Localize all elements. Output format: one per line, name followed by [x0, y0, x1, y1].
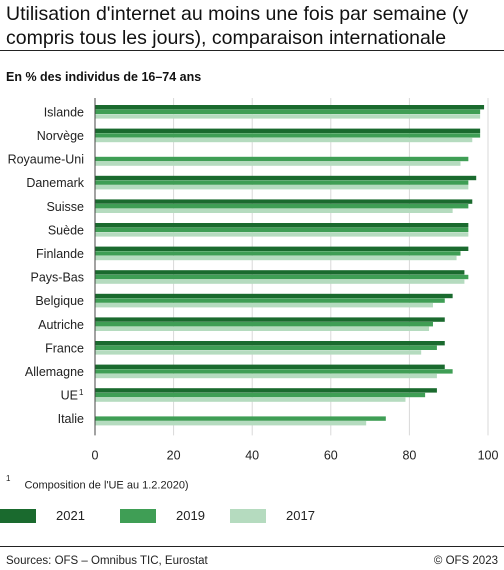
legend-label-2017: 2017: [286, 508, 315, 523]
bar-belgique-2017: [95, 303, 433, 308]
bar-autriche-2017: [95, 326, 430, 331]
category-label-norv-ge: Norvège: [37, 129, 84, 143]
category-label-finlande: Finlande: [36, 247, 84, 261]
bar-italie-2019: [95, 416, 386, 421]
bar-norv-ge-2021: [95, 128, 481, 133]
category-label-autriche: Autriche: [38, 318, 84, 332]
category-label-france: France: [45, 341, 84, 355]
bar-su-de-2021: [95, 223, 469, 228]
bar-italie-2017: [95, 421, 367, 426]
bar-allemagne-2021: [95, 364, 445, 369]
bar-islande-2017: [95, 114, 481, 119]
x-tick-label-80: 80: [402, 448, 416, 462]
bar-france-2019: [95, 345, 437, 350]
x-tick-label-20: 20: [167, 448, 181, 462]
category-label-su-de: Suède: [48, 223, 84, 237]
bar-belgique-2019: [95, 298, 445, 303]
bar-danemark-2019: [95, 180, 469, 185]
bar-finlande-2019: [95, 251, 461, 256]
footnote-text: Composition de l'UE au 1.2.2020): [24, 479, 189, 492]
bar-su-de-2017: [95, 232, 469, 237]
bar-suisse-2017: [95, 208, 453, 213]
bar-royaume-uni-2019: [95, 156, 469, 162]
source-text: Sources: OFS – Omnibus TIC, Eurostat: [6, 555, 208, 567]
legend-item-2019: 2019: [120, 508, 205, 523]
legend-item-2017: 2017: [230, 508, 315, 523]
bar-ue-2017: [95, 397, 406, 402]
chart-subtitle: En % des individus de 16–74 ans: [6, 70, 202, 84]
bar-ue-2021: [95, 388, 437, 393]
legend-item-2021: 2021: [0, 508, 85, 523]
bar-pays-bas-2019: [95, 274, 469, 280]
bar-islande-2021: [95, 105, 485, 110]
category-superscript-ue: 1: [79, 388, 84, 397]
bar-ue-2019: [95, 392, 426, 398]
category-label-italie: Italie: [58, 412, 84, 426]
x-tick-label-40: 40: [245, 448, 259, 462]
footer-divider: [0, 546, 504, 547]
x-tick-label-60: 60: [324, 448, 338, 462]
bar-islande-2019: [95, 109, 481, 114]
bar-danemark-2021: [95, 175, 477, 181]
category-label-danemark: Danemark: [26, 176, 84, 190]
bar-suisse-2021: [95, 199, 473, 204]
bar-allemagne-2017: [95, 373, 437, 379]
bar-france-2017: [95, 350, 422, 355]
title-divider: [0, 50, 504, 51]
bar-france-2021: [95, 341, 445, 346]
x-tick-label-0: 0: [92, 448, 99, 462]
x-tick-label-100: 100: [478, 448, 499, 462]
legend-swatch-2017: [230, 508, 266, 523]
category-label-suisse: Suisse: [46, 200, 84, 214]
category-label-islande: Islande: [44, 105, 84, 119]
bar-danemark-2017: [95, 185, 469, 190]
footnote: 1 Composition de l'UE au 1.2.2020): [6, 474, 189, 492]
category-label-ue: UE: [61, 389, 78, 403]
bar-su-de-2019: [95, 227, 469, 232]
bar-autriche-2019: [95, 322, 433, 327]
category-label-royaume-uni: Royaume-Uni: [8, 153, 84, 167]
legend-swatch-2019: [120, 508, 156, 523]
bar-finlande-2021: [95, 246, 469, 251]
bar-finlande-2017: [95, 255, 457, 261]
bar-pays-bas-2017: [95, 279, 465, 284]
legend: 2021 2019 2017: [0, 508, 504, 530]
category-label-pays-bas: Pays-Bas: [31, 271, 85, 285]
chart-title: Utilisation d'internet au moins une fois…: [6, 3, 469, 49]
legend-swatch-2021: [0, 508, 36, 523]
bar-norv-ge-2017: [95, 137, 473, 143]
bar-allemagne-2019: [95, 369, 453, 374]
footnote-marker: 1: [6, 474, 11, 483]
bar-royaume-uni-2017: [95, 161, 461, 166]
legend-label-2021: 2021: [56, 508, 85, 523]
category-label-belgique: Belgique: [35, 294, 84, 308]
copyright-text: © OFS 2023: [433, 555, 498, 567]
legend-label-2019: 2019: [176, 508, 205, 523]
category-label-allemagne: Allemagne: [25, 365, 84, 379]
bar-chart: 0 20 40 60 80 100 Islande Norvège Royaume-Uni Dan…: [8, 98, 499, 462]
bar-belgique-2021: [95, 293, 453, 299]
bar-autriche-2021: [95, 317, 445, 322]
bar-norv-ge-2019: [95, 133, 481, 138]
bar-pays-bas-2021: [95, 270, 465, 275]
bar-suisse-2019: [95, 204, 469, 209]
